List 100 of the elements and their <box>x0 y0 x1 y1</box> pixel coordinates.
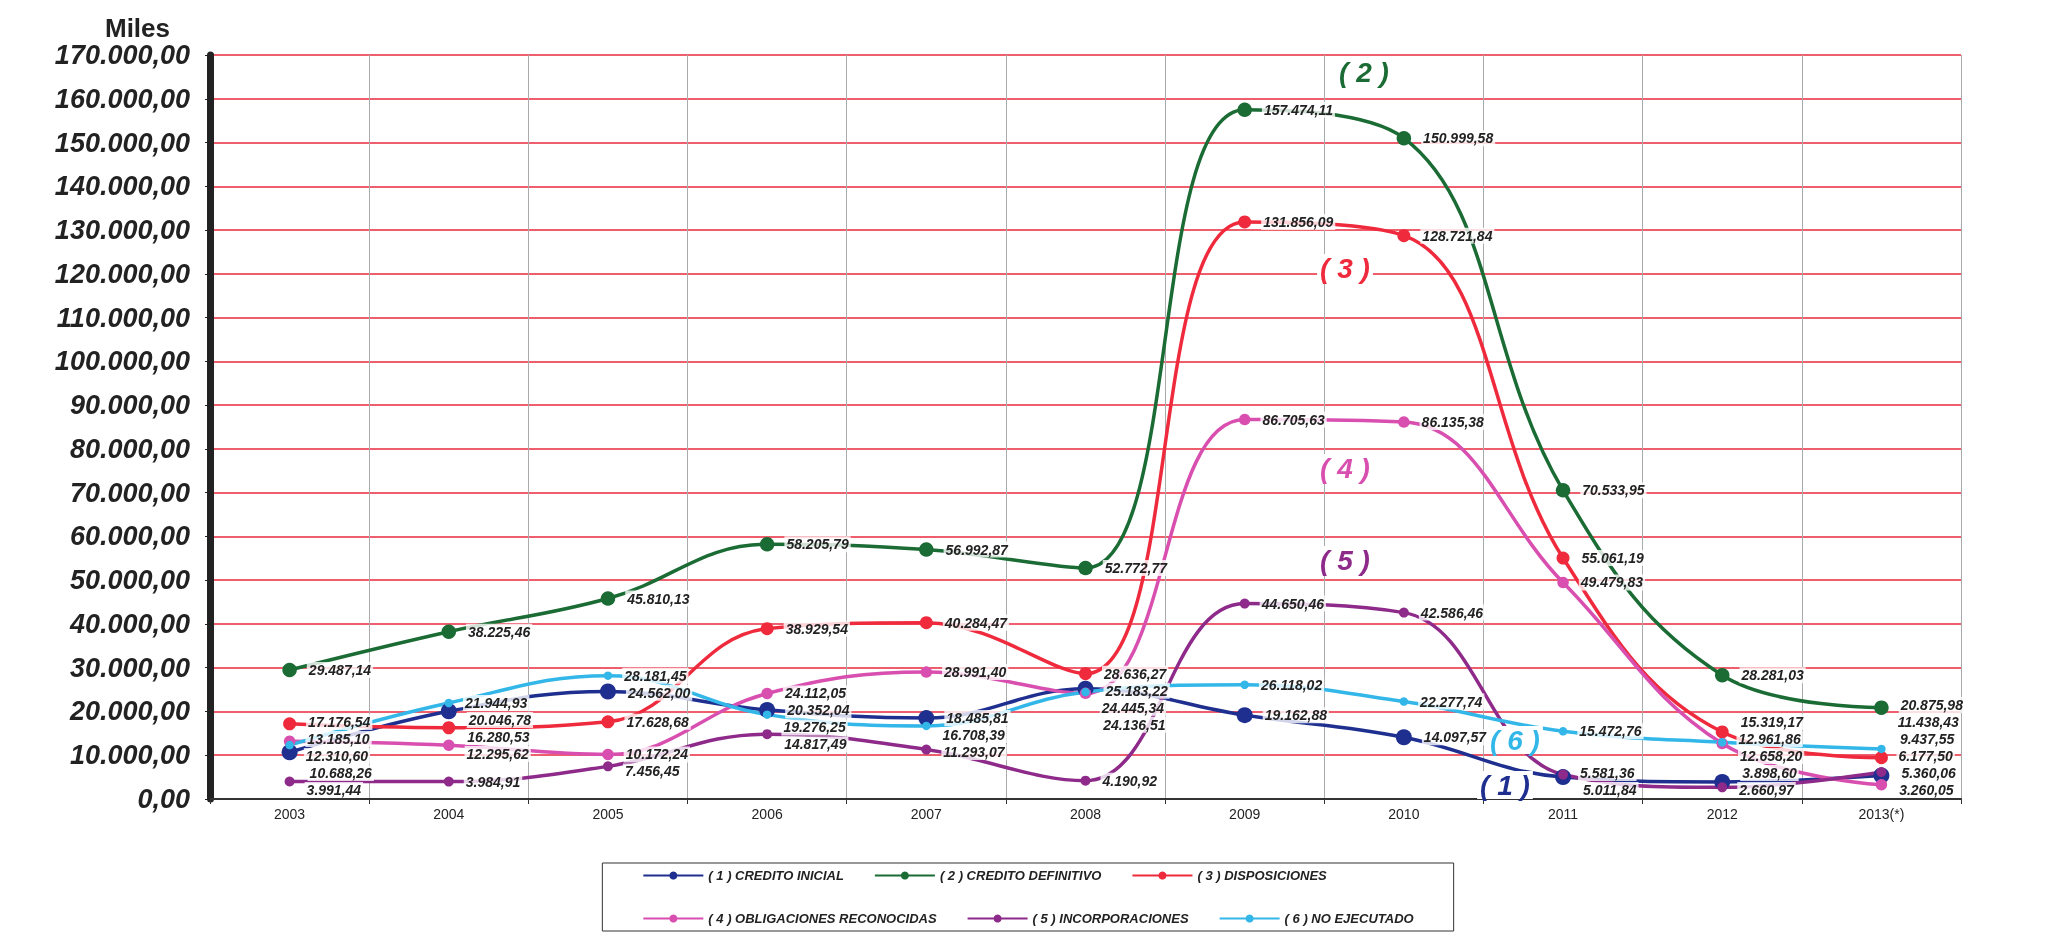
point <box>1874 751 1888 765</box>
y-tick-label: 50.000,00 <box>69 565 190 596</box>
data-label: 5.360,06 <box>1901 765 1957 781</box>
point <box>919 542 934 557</box>
data-label: 38.929,54 <box>785 620 849 637</box>
x-tick-label: 2010 <box>1388 806 1420 822</box>
legend-label: ( 4 ) OBLIGACIONES RECONOCIDAS <box>708 911 937 926</box>
data-label: 40.284,47 <box>943 614 1009 631</box>
point <box>1237 102 1252 118</box>
data-label: 150.999,58 <box>1423 130 1494 147</box>
y-tick-label: 120.000,00 <box>54 258 190 289</box>
data-label: 6.177,50 <box>1898 748 1954 764</box>
data-label: 12.295,62 <box>466 745 530 762</box>
data-label: 28.181,45 <box>623 667 687 684</box>
annotation: ( 5 ) <box>1320 544 1370 576</box>
point <box>1395 729 1412 746</box>
data-label: 86.135,38 <box>1421 414 1485 431</box>
annotation: ( 2 ) <box>1339 56 1389 88</box>
point <box>1078 560 1093 576</box>
y-tick-label: 150.000,00 <box>54 127 190 158</box>
point <box>919 616 933 630</box>
data-label: 2.660,97 <box>1738 782 1795 798</box>
legend-label: ( 3 ) DISPOSICIONES <box>1197 868 1328 883</box>
x-tick-label: 2004 <box>433 806 465 822</box>
point <box>283 717 297 731</box>
y-tick-label: 90.000,00 <box>69 390 190 421</box>
point <box>1240 680 1249 689</box>
data-label: 11.293,07 <box>943 744 1006 761</box>
data-label: 157.474,11 <box>1263 101 1334 118</box>
data-label: 44.650,46 <box>1260 595 1325 612</box>
point <box>759 537 775 552</box>
data-label: 12.961,86 <box>1738 731 1801 747</box>
point <box>761 687 773 700</box>
point <box>1875 778 1888 791</box>
data-label: 28.991,40 <box>943 664 1007 681</box>
data-label: 3.991,44 <box>306 782 362 798</box>
y-tick-label: 80.000,00 <box>69 433 190 464</box>
data-label: 52.772,77 <box>1104 560 1169 577</box>
x-tick-label: 2013(*) <box>1858 806 1905 822</box>
y-tick-label: 60.000,00 <box>69 521 190 552</box>
point <box>1238 413 1251 426</box>
data-label: 16.708,39 <box>942 727 1006 744</box>
point <box>921 744 932 755</box>
y-axis-title: Miles <box>104 13 170 43</box>
y-tick-label: 130.000,00 <box>54 215 190 246</box>
data-label: 12.658,20 <box>1739 748 1803 764</box>
point <box>602 761 613 772</box>
data-label: 26.118,02 <box>1259 676 1323 693</box>
point <box>443 739 455 751</box>
y-tick-label: 40.000,00 <box>68 608 190 639</box>
legend-label: ( 5 ) INCORPORACIONES <box>1032 911 1189 926</box>
data-label: 10.688,26 <box>309 765 373 781</box>
point <box>1238 215 1252 229</box>
data-label: 29.487,14 <box>307 661 372 678</box>
point <box>603 671 613 680</box>
point <box>285 740 294 750</box>
point <box>920 666 933 678</box>
data-label: 42.586,46 <box>1419 604 1484 621</box>
point <box>1877 744 1886 754</box>
x-tick-label: 2012 <box>1706 806 1739 822</box>
data-label: 24.136,51 <box>1102 716 1166 733</box>
annotation: ( 1 ) <box>1480 769 1530 801</box>
data-label: 3.898,60 <box>1742 765 1797 781</box>
point <box>444 698 454 708</box>
point <box>1557 576 1569 589</box>
point <box>1236 707 1253 724</box>
x-tick-label: 2009 <box>1229 806 1261 822</box>
annotation: ( 6 ) <box>1490 724 1540 756</box>
data-label: 3.984,91 <box>465 773 521 790</box>
x-tick-label: 2006 <box>751 806 783 822</box>
point <box>1239 598 1250 609</box>
y-tick-label: 70.000,00 <box>69 477 190 508</box>
point <box>441 624 457 639</box>
data-label: 10.172,24 <box>625 746 689 763</box>
data-label: 58.205,79 <box>786 536 849 553</box>
annotation: ( 4 ) <box>1320 452 1370 484</box>
data-label: 21.944,93 <box>464 694 528 711</box>
data-label: 19.162,88 <box>1264 707 1328 724</box>
data-label: 24.112,05 <box>783 685 847 702</box>
point <box>760 622 774 636</box>
point <box>284 776 295 787</box>
point <box>1556 551 1570 565</box>
data-label: 25.183,22 <box>1104 682 1168 699</box>
point <box>1874 700 1889 715</box>
data-label: 22.277,74 <box>1419 693 1483 710</box>
data-label: 20.352,04 <box>786 702 850 719</box>
data-label: 15.319,17 <box>1740 714 1805 730</box>
legend-label: ( 1 ) CREDITO INICIAL <box>708 868 844 883</box>
point <box>1714 667 1730 683</box>
data-label: 17.176,54 <box>308 714 371 730</box>
point <box>1558 727 1568 736</box>
data-label: 7.456,45 <box>624 763 680 780</box>
data-label: 18.485,81 <box>946 710 1009 727</box>
data-label: 15.472,76 <box>1579 723 1642 740</box>
data-label: 19.276,25 <box>783 719 846 736</box>
data-label: 128.721,84 <box>1422 227 1493 244</box>
data-label: 70.533,95 <box>1582 482 1645 499</box>
data-label: 24.562,00 <box>626 684 691 701</box>
data-label: 20.875,98 <box>1899 697 1964 713</box>
y-tick-label: 140.000,00 <box>54 171 190 202</box>
